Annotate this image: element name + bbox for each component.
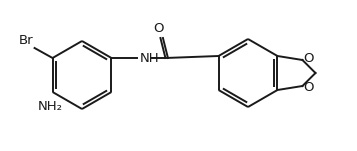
Text: O: O [153, 22, 164, 35]
Text: NH: NH [140, 53, 159, 66]
Text: O: O [303, 80, 314, 93]
Text: Br: Br [19, 34, 34, 47]
Text: NH₂: NH₂ [38, 100, 63, 113]
Text: O: O [303, 53, 314, 66]
